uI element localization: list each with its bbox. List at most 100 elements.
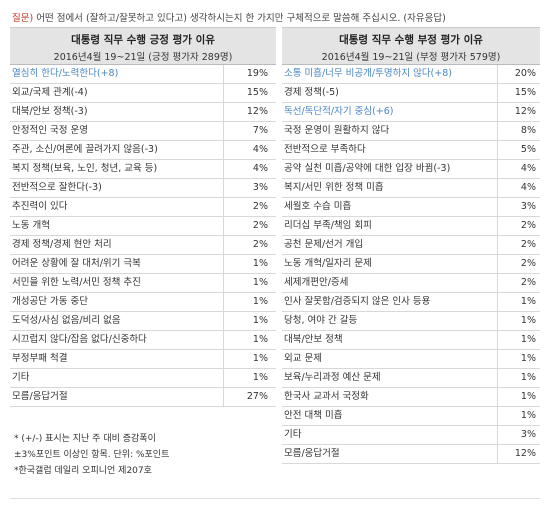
table-row: 외교 문제 1% xyxy=(282,350,540,369)
row-label: 기타 xyxy=(12,372,30,383)
row-label: 세월호 수습 미흡 xyxy=(284,201,352,212)
row-value: 1% xyxy=(223,331,276,349)
row-value: 1% xyxy=(223,255,276,273)
row-label: 리더십 부족/책임 회피 xyxy=(284,220,372,231)
table-row: 대북/안보 정책 1% xyxy=(282,331,540,350)
table-row: 복지 정책(보육, 노인, 청년, 교육 등) 4% xyxy=(10,160,276,179)
row-label: 외교/국제 관계(-4) xyxy=(12,87,88,98)
row-value: 2% xyxy=(497,255,540,273)
row-label: 대북/안보 정책(-3) xyxy=(12,106,88,117)
table-row: 노동 개혁 2% xyxy=(10,217,276,236)
table-row: 시끄럽지 않다/잡음 없다/신중하다 1% xyxy=(10,331,276,350)
question-body: 어떤 점에서 (잘하고/잘못하고 있다고) 생각하시는지 한 가지만 구체적으로… xyxy=(33,13,446,24)
row-value: 5% xyxy=(497,141,540,159)
row-value: 3% xyxy=(497,198,540,216)
table-row: 한국사 교과서 국정화 1% xyxy=(282,388,540,407)
table-row: 경제 정책/경제 현안 처리 2% xyxy=(10,236,276,255)
row-label: 국정 운영이 원활하지 않다 xyxy=(284,125,390,136)
row-value: 2% xyxy=(223,198,276,216)
row-label: 세제개편안/증세 xyxy=(284,277,349,288)
table-row: 추진력이 있다 2% xyxy=(10,198,276,217)
table-row: 안정적인 국정 운영 7% xyxy=(10,122,276,141)
row-label: 당청, 여야 간 갈등 xyxy=(284,315,358,326)
negative-subtitle: 2016년4월 19~21일 (부정 평가자 579명) xyxy=(321,52,501,63)
row-value: 7% xyxy=(223,122,276,140)
row-value: 19% xyxy=(223,65,276,83)
row-value: 12% xyxy=(497,103,540,121)
row-value: 1% xyxy=(497,388,540,406)
table-row: 열심히 한다/노력한다(+8) 19% xyxy=(10,65,276,84)
row-value: 3% xyxy=(223,179,276,197)
row-value: 2% xyxy=(223,236,276,254)
row-value: 1% xyxy=(223,312,276,330)
row-label: 모름/응답거절 xyxy=(12,391,68,402)
table-row: 전반적으로 부족하다 5% xyxy=(282,141,540,160)
row-label: 복지/서민 위한 정책 미흡 xyxy=(284,182,384,193)
negative-panel: 대통령 직무 수행 부정 평가 이유 2016년4월 19~21일 (부정 평가… xyxy=(282,27,540,464)
row-label: 개성공단 가동 중단 xyxy=(12,296,88,307)
row-value: 4% xyxy=(223,141,276,159)
table-row: 모름/응답거절 27% xyxy=(10,388,276,407)
row-label: 보육/누리과정 예산 문제 xyxy=(284,372,381,383)
table-row: 전반적으로 잘한다(-3) 3% xyxy=(10,179,276,198)
row-label: 어려운 상황에 잘 대처/위기 극복 xyxy=(12,258,141,269)
row-value: 2% xyxy=(223,217,276,235)
row-value: 12% xyxy=(497,445,540,463)
row-value: 8% xyxy=(497,122,540,140)
row-label: 노동 개혁 xyxy=(12,220,50,231)
row-value: 20% xyxy=(497,65,540,83)
row-value: 2% xyxy=(497,236,540,254)
row-label: 인사 잘못함/검증되지 않은 인사 등용 xyxy=(284,296,431,307)
row-label: 기타 xyxy=(284,429,302,440)
row-label: 외교 문제 xyxy=(284,353,322,364)
table-row: 당청, 여야 간 갈등 1% xyxy=(282,312,540,331)
row-value: 1% xyxy=(223,350,276,368)
row-value: 4% xyxy=(223,160,276,178)
row-value: 2% xyxy=(497,217,540,235)
row-label: 경제 정책/경제 현안 처리 xyxy=(12,239,112,250)
positive-panel: 대통령 직무 수행 긍정 평가 이유 2016년4월 19~21일 (긍정 평가… xyxy=(10,27,276,407)
row-label: 열심히 한다/노력한다(+8) xyxy=(12,68,119,79)
positive-header: 대통령 직무 수행 긍정 평가 이유 2016년4월 19~21일 (긍정 평가… xyxy=(10,27,276,65)
row-label: 부정부패 척결 xyxy=(12,353,68,364)
table-row: 리더십 부족/책임 회피 2% xyxy=(282,217,540,236)
table-row: 세제개편안/증세 2% xyxy=(282,274,540,293)
row-label: 공천 문제/선거 개입 xyxy=(284,239,364,250)
row-value: 1% xyxy=(497,293,540,311)
row-label: 소통 미흡/너무 비공개/투명하지 않다(+8) xyxy=(284,68,452,79)
row-label: 공약 실천 미흡/공약에 대한 입장 바뀜(-3) xyxy=(284,163,451,174)
table-row: 기타 3% xyxy=(282,426,540,445)
table-row: 모름/응답거절 12% xyxy=(282,445,540,464)
row-value: 12% xyxy=(223,103,276,121)
table-row: 기타 1% xyxy=(10,369,276,388)
table-row: 소통 미흡/너무 비공개/투명하지 않다(+8) 20% xyxy=(282,65,540,84)
table-row: 부정부패 척결 1% xyxy=(10,350,276,369)
table-row: 복지/서민 위한 정책 미흡 4% xyxy=(282,179,540,198)
row-label: 대북/안보 정책 xyxy=(284,334,343,345)
negative-rows: 소통 미흡/너무 비공개/투명하지 않다(+8) 20% 경제 정책(-5) 15% 독… xyxy=(282,65,540,464)
row-label: 주관, 소신/여론에 끌려가지 않음(-3) xyxy=(12,144,158,155)
footnote-1: * (+/-) 표시는 지난 주 대비 증감폭이 xyxy=(14,434,156,444)
table-row: 경제 정책(-5) 15% xyxy=(282,84,540,103)
positive-title: 대통령 직무 수행 긍정 평가 이유 xyxy=(71,34,215,46)
table-row: 공천 문제/선거 개입 2% xyxy=(282,236,540,255)
row-value: 4% xyxy=(497,160,540,178)
row-label: 전반적으로 잘한다(-3) xyxy=(12,182,102,193)
footnote-2: ±3%포인트 이상인 항목. 단위: %포인트 xyxy=(14,450,170,460)
row-value: 1% xyxy=(497,407,540,425)
table-row: 대북/안보 정책(-3) 12% xyxy=(10,103,276,122)
table-row: 독선/독단적/자기 중심(+6) 12% xyxy=(282,103,540,122)
row-label: 한국사 교과서 국정화 xyxy=(284,391,369,402)
table-row: 세월호 수습 미흡 3% xyxy=(282,198,540,217)
negative-header: 대통령 직무 수행 부정 평가 이유 2016년4월 19~21일 (부정 평가… xyxy=(282,27,540,65)
table-row: 보육/누리과정 예산 문제 1% xyxy=(282,369,540,388)
row-value: 1% xyxy=(497,369,540,387)
table-row: 도덕성/사심 없음/비리 없음 1% xyxy=(10,312,276,331)
row-label: 경제 정책(-5) xyxy=(284,87,339,98)
row-value: 1% xyxy=(223,293,276,311)
question-tag: 질문) xyxy=(12,13,34,24)
row-value: 1% xyxy=(497,350,540,368)
table-row: 외교/국제 관계(-4) 15% xyxy=(10,84,276,103)
positive-rows: 열심히 한다/노력한다(+8) 19% 외교/국제 관계(-4) 15% 대북/안보 정… xyxy=(10,65,276,407)
row-label: 도덕성/사심 없음/비리 없음 xyxy=(12,315,121,326)
